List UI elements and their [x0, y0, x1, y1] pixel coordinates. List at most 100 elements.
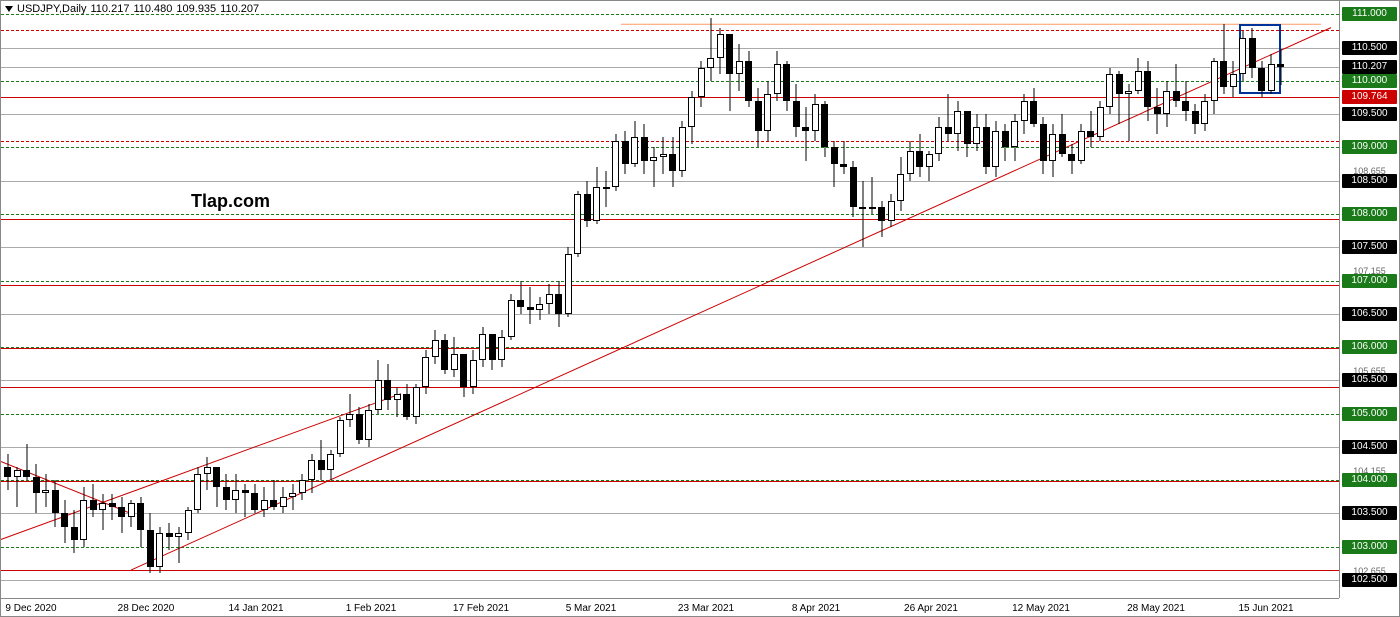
candle — [688, 91, 695, 144]
price-line — [1, 547, 1339, 548]
candle — [1068, 144, 1075, 174]
date-label: 9 Dec 2020 — [5, 603, 56, 614]
price-line — [1, 97, 1339, 98]
candle — [71, 510, 78, 553]
price-line — [1, 570, 1339, 571]
candle — [555, 281, 562, 328]
candle — [660, 137, 667, 174]
price-line — [1, 214, 1339, 215]
candle — [451, 337, 458, 377]
candle — [783, 61, 790, 111]
candle — [802, 107, 809, 160]
chart-header: USDJPY,Daily 110.217 110.480 109.935 110… — [5, 3, 259, 15]
candle — [413, 384, 420, 424]
price-label: 104.000 — [1342, 473, 1397, 487]
candle — [745, 51, 752, 108]
candle — [175, 527, 182, 564]
candle — [422, 350, 429, 393]
candle — [1125, 84, 1132, 141]
candle — [365, 404, 372, 447]
chart-plot-area[interactable]: Tlap.com — [1, 1, 1339, 598]
price-label: 106.000 — [1342, 340, 1397, 354]
date-label: 14 Jan 2021 — [228, 603, 283, 614]
candle — [232, 474, 239, 514]
candle — [736, 44, 743, 91]
candle — [1021, 94, 1028, 134]
price-label: 107.000 — [1342, 274, 1397, 288]
candle — [574, 191, 581, 258]
candle — [356, 407, 363, 444]
candle — [1144, 61, 1151, 121]
candle — [109, 494, 116, 521]
price-line — [1, 513, 1339, 514]
price-line — [1, 380, 1339, 381]
candle — [1163, 81, 1170, 128]
candle — [964, 111, 971, 158]
candle — [1249, 28, 1256, 78]
candle — [223, 474, 230, 511]
candle — [61, 500, 68, 543]
candle — [1192, 104, 1199, 134]
date-label: 12 May 2021 — [1012, 603, 1070, 614]
price-line — [1, 314, 1339, 315]
price-label: 108.500 — [1342, 174, 1397, 188]
dropdown-icon[interactable] — [5, 6, 13, 12]
candle — [698, 61, 705, 108]
price-label: 110.500 — [1342, 41, 1397, 55]
candle — [1211, 58, 1218, 115]
candle — [546, 284, 553, 314]
candle — [840, 141, 847, 174]
price-label: 106.500 — [1342, 307, 1397, 321]
candle — [90, 484, 97, 517]
price-line — [1, 48, 1339, 49]
candle — [669, 137, 676, 187]
candle — [1220, 24, 1227, 94]
ohlc-low: 109.935 — [176, 3, 216, 15]
price-label: 107.500 — [1342, 240, 1397, 254]
candle — [1011, 114, 1018, 161]
date-label: 5 Mar 2021 — [566, 603, 617, 614]
candle — [479, 327, 486, 367]
candle — [14, 467, 21, 507]
candle — [821, 101, 828, 158]
date-axis: 9 Dec 202028 Dec 202014 Jan 20211 Feb 20… — [1, 598, 1339, 616]
chart-container[interactable]: USDJPY,Daily 110.217 110.480 109.935 110… — [0, 0, 1400, 617]
price-label: 105.000 — [1342, 407, 1397, 421]
candle — [346, 394, 353, 427]
price-line — [1, 580, 1339, 581]
ohlc-high: 110.480 — [133, 3, 172, 15]
candle — [156, 527, 163, 574]
candle — [441, 334, 448, 374]
candle — [242, 484, 249, 517]
price-line — [1, 247, 1339, 248]
candle — [793, 84, 800, 137]
price-line — [1, 481, 1339, 482]
candle — [764, 81, 771, 141]
price-label: 105.500 — [1342, 373, 1397, 387]
candle — [128, 500, 135, 527]
price-label: 102.500 — [1342, 573, 1397, 587]
candle — [717, 28, 724, 75]
candle — [1173, 64, 1180, 107]
ohlc-open: 110.217 — [91, 3, 130, 15]
candle — [707, 18, 714, 81]
price-line — [1, 219, 1339, 220]
candle — [812, 94, 819, 141]
candle — [308, 454, 315, 494]
candle — [384, 364, 391, 411]
candle — [878, 201, 885, 238]
candle — [897, 157, 904, 210]
date-label: 17 Feb 2021 — [453, 603, 509, 614]
ohlc-close: 110.207 — [220, 3, 259, 15]
candle — [1258, 61, 1265, 98]
candle — [194, 467, 201, 514]
candle — [1154, 88, 1161, 135]
candle — [289, 484, 296, 511]
candle — [99, 494, 106, 531]
candle — [631, 121, 638, 168]
candle — [612, 134, 619, 191]
candle — [565, 247, 572, 317]
candle — [508, 294, 515, 341]
candle — [261, 487, 268, 517]
candle — [166, 523, 173, 550]
